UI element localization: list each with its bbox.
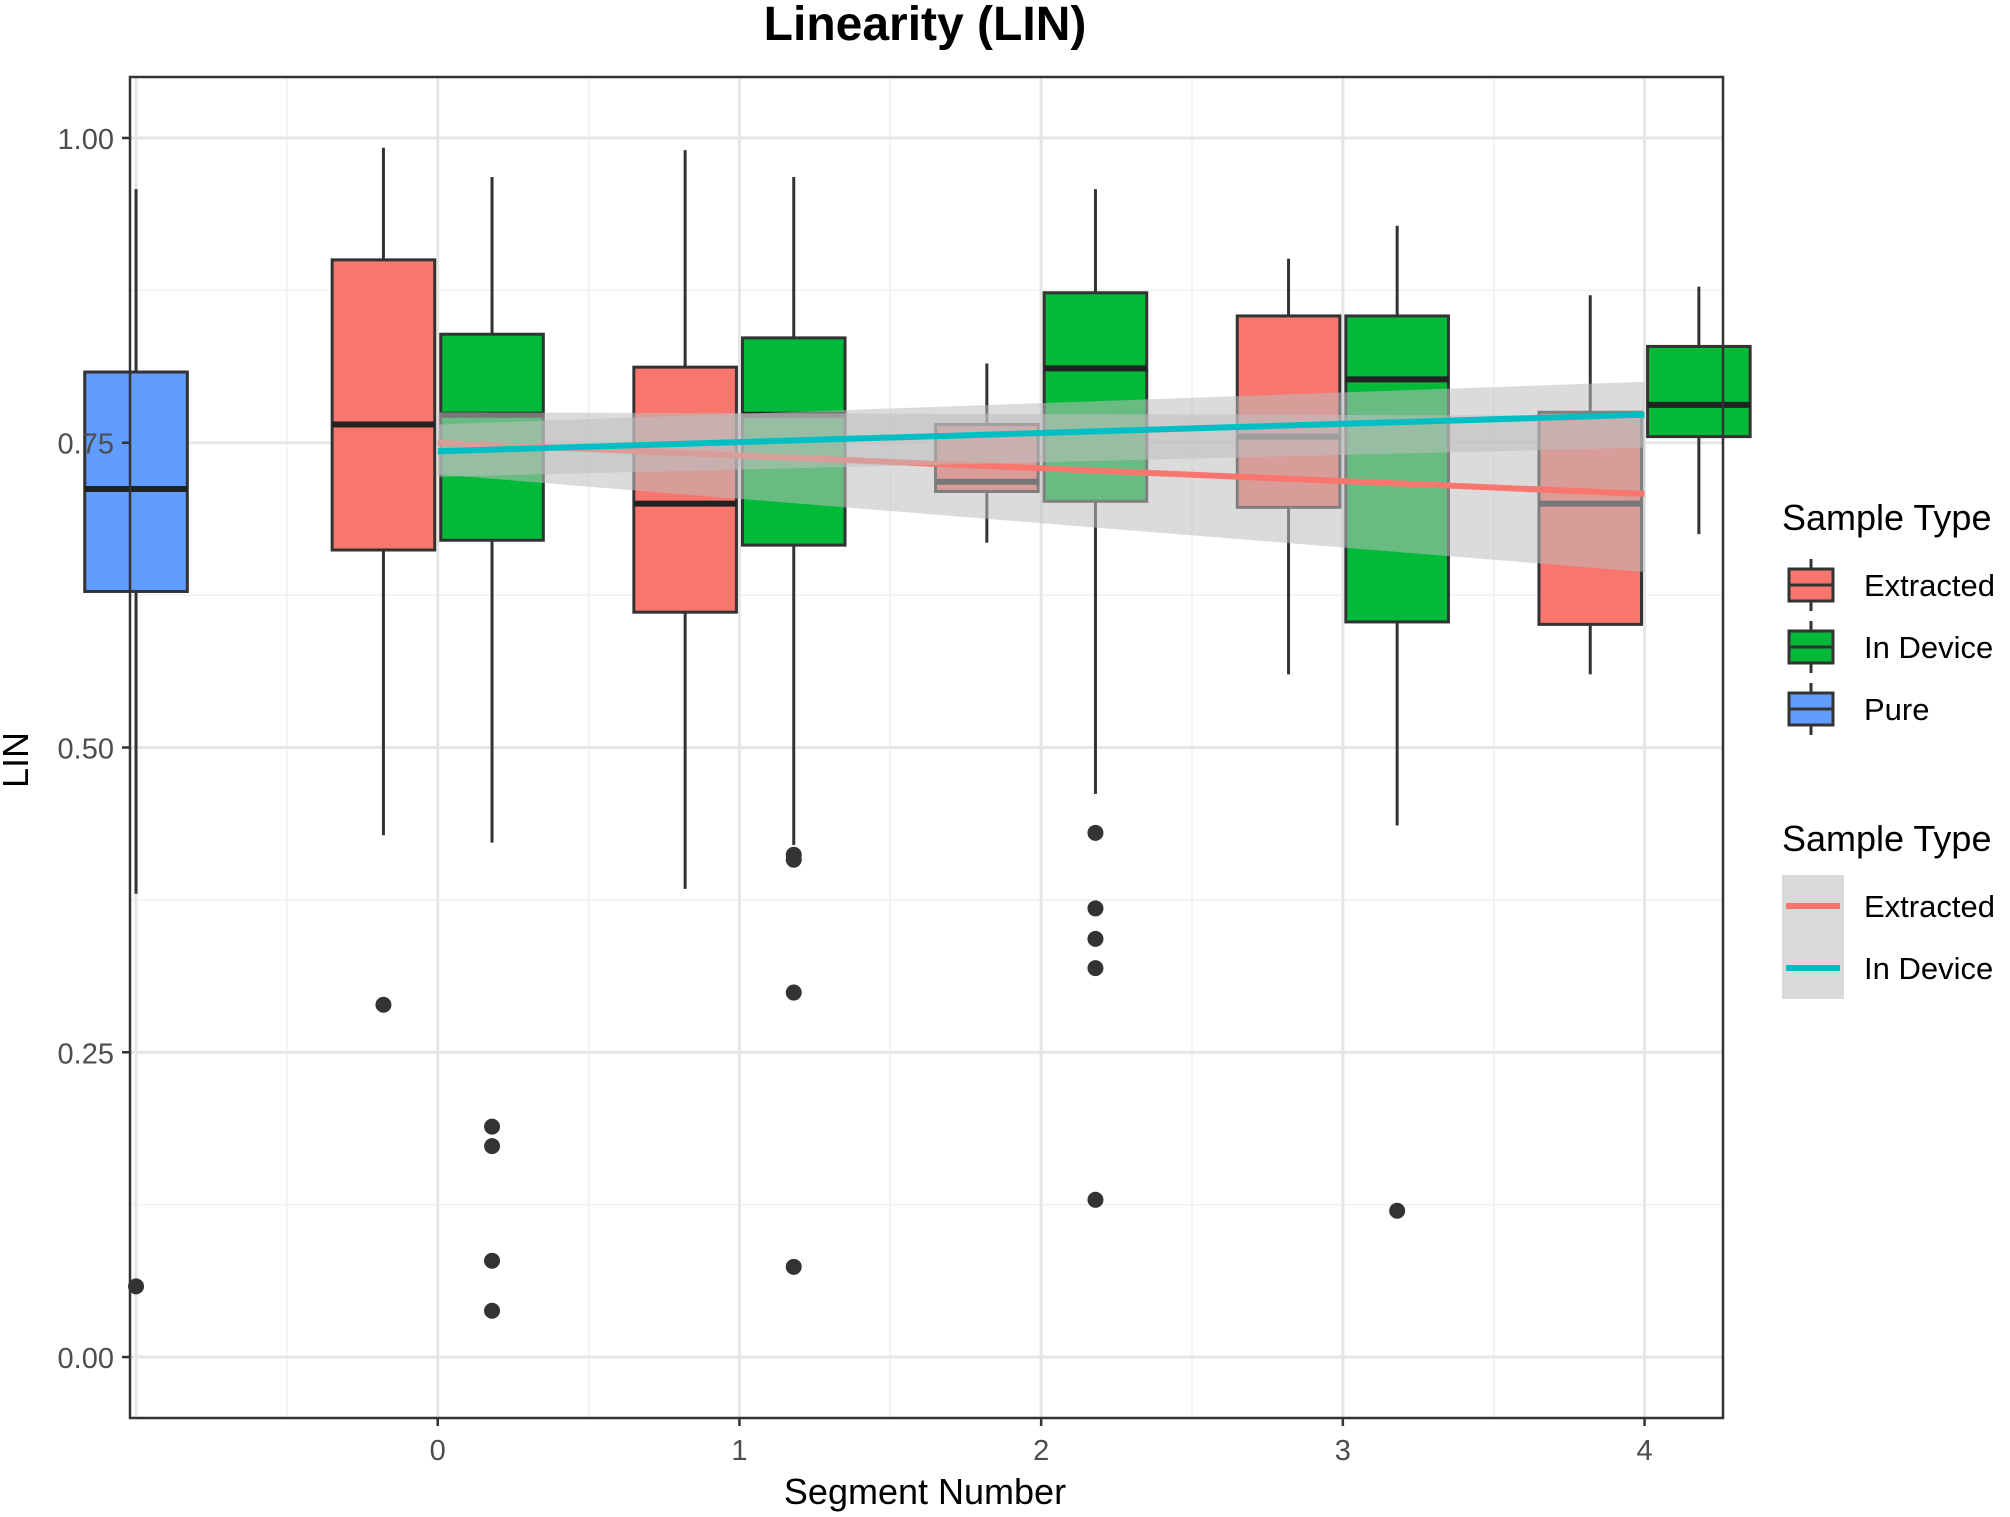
plot-panel bbox=[83, 75, 1752, 1420]
legend-line-label: Extracted bbox=[1864, 889, 1995, 924]
boxplot-pure-Pure bbox=[83, 189, 189, 1295]
x-tick-label: 3 bbox=[1335, 1435, 1351, 1467]
x-tick-label: 4 bbox=[1636, 1435, 1652, 1467]
confidence-ribbon bbox=[437, 381, 1645, 477]
outlier-point bbox=[1087, 960, 1104, 977]
trend-in-device bbox=[437, 381, 1645, 477]
x-axis: 0 1 2 3 4 bbox=[430, 1418, 1653, 1467]
x-axis-label: Segment Number bbox=[784, 1471, 1066, 1512]
outlier-point bbox=[1087, 900, 1104, 917]
y-tick-label: 0.00 bbox=[58, 1343, 114, 1375]
x-tick-label: 1 bbox=[731, 1435, 747, 1467]
outlier-point bbox=[785, 851, 802, 868]
trend-line bbox=[437, 411, 1645, 455]
y-axis-label: LIN bbox=[0, 732, 36, 788]
outlier-point bbox=[375, 996, 392, 1013]
legend-fill-item-in-device: In Device bbox=[1787, 621, 1993, 673]
y-tick-label: 0.75 bbox=[58, 429, 114, 461]
boxplot-in-device-4 bbox=[1646, 286, 1752, 535]
legend-fill-item-pure: Pure bbox=[1787, 683, 1929, 735]
y-tick-label: 0.50 bbox=[58, 734, 114, 766]
legend-line-label: In Device bbox=[1864, 951, 1993, 986]
outlier-point bbox=[484, 1252, 501, 1269]
outlier-point bbox=[1087, 1191, 1104, 1208]
legend-fill-label: In Device bbox=[1864, 630, 1993, 665]
legend-fill-item-extracted: Extracted bbox=[1787, 559, 1995, 611]
chart-title: Linearity (LIN) bbox=[764, 0, 1087, 51]
box bbox=[330, 258, 437, 552]
y-axis: 0.00 0.25 0.50 0.75 1.00 bbox=[58, 124, 130, 1375]
outlier-point bbox=[1087, 824, 1104, 841]
x-tick-label: 0 bbox=[430, 1435, 446, 1467]
outlier-point bbox=[785, 984, 802, 1001]
legend-fill-title: Sample Type bbox=[1782, 497, 1991, 538]
outlier-point bbox=[484, 1118, 501, 1135]
outlier-point bbox=[128, 1278, 145, 1295]
y-tick-label: 0.25 bbox=[58, 1038, 114, 1070]
legend-line: Sample Type Extracted In Device bbox=[1782, 818, 1995, 999]
outlier-point bbox=[785, 1258, 802, 1275]
outlier-point bbox=[1087, 930, 1104, 947]
box bbox=[1646, 344, 1752, 439]
legend-fill-label: Extracted bbox=[1864, 568, 1995, 603]
legend-line-item-in-device: In Device bbox=[1782, 937, 1993, 999]
legend-fill: Sample Type Extracted In Device Pure bbox=[1782, 497, 1995, 735]
legend-line-title: Sample Type bbox=[1782, 818, 1991, 859]
box bbox=[83, 370, 189, 593]
y-tick-label: 1.00 bbox=[58, 124, 114, 156]
outlier-point bbox=[484, 1302, 501, 1319]
outlier-point bbox=[1389, 1202, 1406, 1219]
outlier-point bbox=[484, 1138, 501, 1155]
legend-line-item-extracted: Extracted bbox=[1782, 875, 1995, 937]
legend-fill-label: Pure bbox=[1864, 692, 1929, 727]
x-tick-label: 2 bbox=[1033, 1435, 1049, 1467]
boxplot-extracted-0 bbox=[330, 147, 437, 1013]
